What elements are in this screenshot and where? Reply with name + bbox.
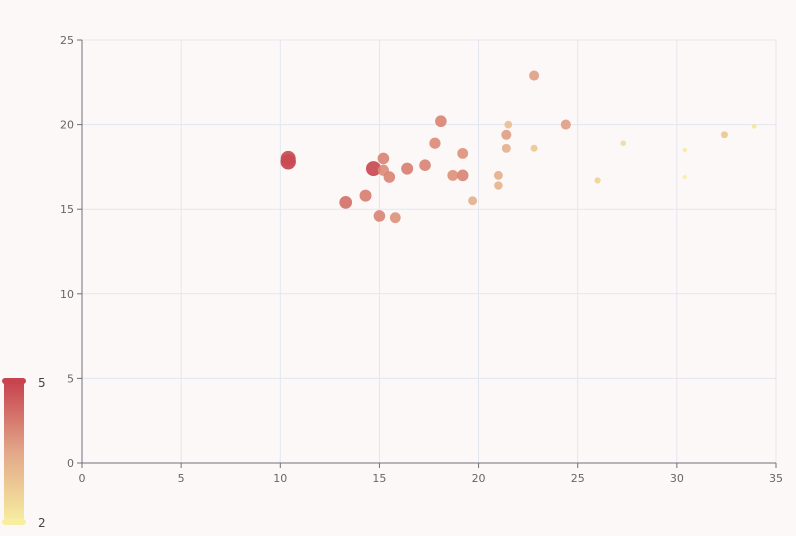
scatter-point[interactable] <box>373 210 386 222</box>
scatter-point[interactable] <box>280 150 296 166</box>
y-tick-label: 5 <box>67 372 74 385</box>
scatter-point[interactable] <box>620 140 627 146</box>
scatter-point[interactable] <box>419 159 431 172</box>
scatter-point[interactable] <box>494 181 503 190</box>
scatter-point[interactable] <box>493 170 503 180</box>
x-tick-label: 15 <box>372 472 386 485</box>
scatter-point[interactable] <box>751 123 757 129</box>
scatter-point[interactable] <box>365 161 381 177</box>
scatter-point[interactable] <box>457 147 469 159</box>
scatter-point[interactable] <box>377 152 390 165</box>
scatter-point[interactable] <box>359 189 372 202</box>
grid <box>82 39 777 463</box>
x-tick-label: 10 <box>273 472 287 485</box>
y-tick-label: 10 <box>60 288 74 301</box>
visual-map-max-label: 5 <box>38 376 46 390</box>
scatter-point[interactable] <box>389 212 401 224</box>
scatter-point[interactable] <box>501 129 512 140</box>
scatter-point[interactable] <box>682 175 687 180</box>
scatter-point[interactable] <box>504 120 513 129</box>
scatter-point[interactable] <box>682 147 687 153</box>
visual-map-legend[interactable]: 5 2 <box>2 376 46 530</box>
x-tick-label: 5 <box>178 472 185 485</box>
y-tick-label: 15 <box>60 203 74 216</box>
visual-map-handle-low[interactable] <box>2 519 26 525</box>
scatter-point[interactable] <box>529 70 540 81</box>
scatter-point[interactable] <box>401 162 414 175</box>
scatter-point[interactable] <box>560 119 571 130</box>
visual-map-handle-high[interactable] <box>2 378 26 384</box>
axes: 0 5 10 15 20 25 30 35 0 5 10 15 20 25 <box>60 34 783 485</box>
scatter-point[interactable] <box>501 143 511 153</box>
y-tick-label: 25 <box>60 34 74 47</box>
visual-map-min-label: 2 <box>38 516 46 530</box>
scatter-point[interactable] <box>720 131 728 139</box>
scatter-point[interactable] <box>447 169 459 181</box>
y-tick-label: 20 <box>60 119 74 132</box>
scatter-point[interactable] <box>383 171 396 183</box>
x-tick-label: 35 <box>769 472 783 485</box>
data-points <box>280 70 757 224</box>
scatter-point[interactable] <box>530 144 538 152</box>
scatter-point[interactable] <box>435 115 447 128</box>
scatter-point[interactable] <box>429 137 441 149</box>
x-tick-label: 20 <box>472 472 486 485</box>
x-tick-label: 25 <box>571 472 585 485</box>
x-tick-label: 30 <box>670 472 684 485</box>
scatter-point[interactable] <box>456 169 469 182</box>
scatter-point[interactable] <box>468 196 478 206</box>
y-tick-label: 0 <box>67 457 74 470</box>
visual-map-bar[interactable] <box>4 382 24 522</box>
scatter-point[interactable] <box>339 196 353 209</box>
x-tick-label: 0 <box>79 472 86 485</box>
scatter-point[interactable] <box>594 177 601 184</box>
